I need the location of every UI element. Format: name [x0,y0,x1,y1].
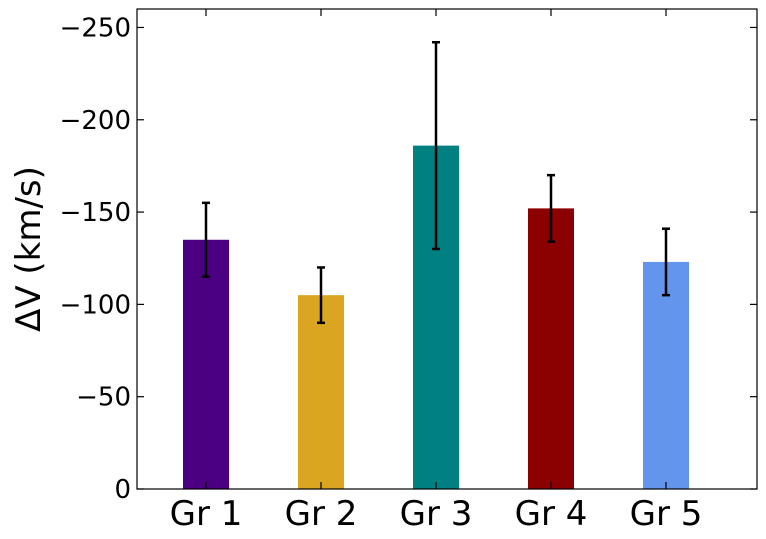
error-bar-4 [547,173,555,243]
x-category-label: Gr 4 [515,494,588,534]
plot-frame [136,8,758,490]
y-tick-label: −150 [60,198,131,228]
x-axis-ticks: Gr 1 Gr 2 Gr 3 Gr 4 Gr 5 [170,9,703,534]
x-category-label: Gr 3 [400,494,473,534]
bar-1 [183,239,229,489]
y-tick-label: −250 [60,13,131,43]
y-tick-label: 0 [114,475,131,505]
y-tick-label: −50 [76,383,131,413]
bar-4 [528,208,574,489]
x-category-label: Gr 5 [630,494,703,534]
bars-group [183,145,689,489]
y-tick-label: −100 [60,290,131,320]
error-bar-3 [432,40,440,251]
x-category-label: Gr 2 [285,494,358,534]
bar-5 [643,261,689,489]
y-tick-label: −200 [60,106,131,136]
bar-2 [298,295,344,489]
y-axis-label: ΔV (km/s) [9,166,49,332]
y-axis-ticks: 0 −50 −100 −150 −200 −250 [60,13,757,505]
error-bar-5 [662,227,670,297]
error-bar-2 [317,266,325,325]
error-bars-group [202,40,670,325]
x-category-label: Gr 1 [170,494,243,534]
error-bar-1 [202,201,210,278]
